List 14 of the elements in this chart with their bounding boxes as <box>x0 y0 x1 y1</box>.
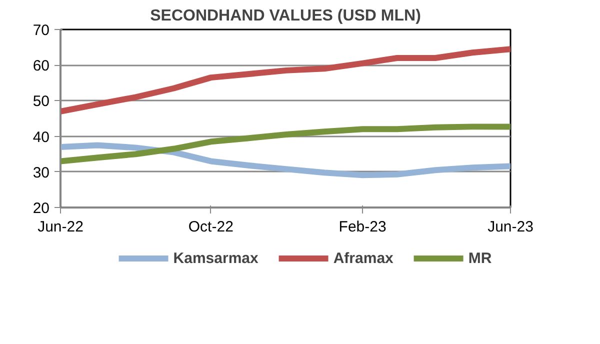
chart-title: SECONDHAND VALUES (USD MLN) <box>150 8 421 24</box>
legend-label: Kamsarmax <box>173 250 258 266</box>
legend-label: Aframax <box>333 250 394 266</box>
y-tick-label: 30 <box>32 164 50 182</box>
y-tick-label: 50 <box>32 93 50 110</box>
y-tick-label: 70 <box>32 22 50 39</box>
x-tick-label: Jun-22 <box>38 218 84 236</box>
y-tick-label: 40 <box>32 128 50 146</box>
x-tick-label: Oct-22 <box>188 218 234 236</box>
legend-label: MR <box>468 250 492 266</box>
y-tick-label: 20 <box>32 200 50 217</box>
x-tick-label: Feb-23 <box>338 218 386 236</box>
x-tick-label: Jun-23 <box>488 218 534 236</box>
y-tick-label: 60 <box>32 58 50 75</box>
